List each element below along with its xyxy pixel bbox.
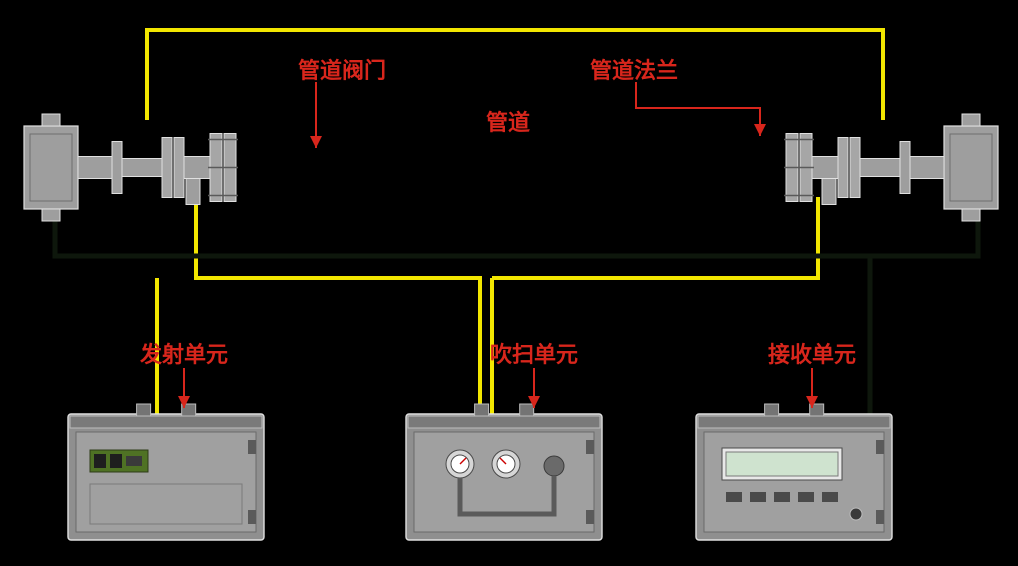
valve-label: 管道阀门: [298, 58, 386, 83]
wire-yellow-0: [147, 30, 883, 120]
probe-left: [24, 114, 238, 221]
flange-label: 管道法兰: [590, 58, 678, 83]
purge-label: 吹扫单元: [490, 342, 578, 367]
receiver-label: 接收单元: [768, 342, 856, 367]
wire-dark-0: [55, 215, 978, 256]
pipe-body: [234, 140, 788, 202]
emitter-unit: [68, 404, 264, 540]
purge-unit: [406, 404, 602, 540]
pipe-label: 管道: [486, 110, 530, 135]
emitter-label: 发射单元: [139, 342, 228, 367]
receiver-unit: [696, 404, 892, 540]
label-arrow-flange: [636, 82, 760, 136]
system-diagram: 管道阀门 管道法兰管道发射单元 吹扫单元 接收单元: [0, 0, 1018, 566]
